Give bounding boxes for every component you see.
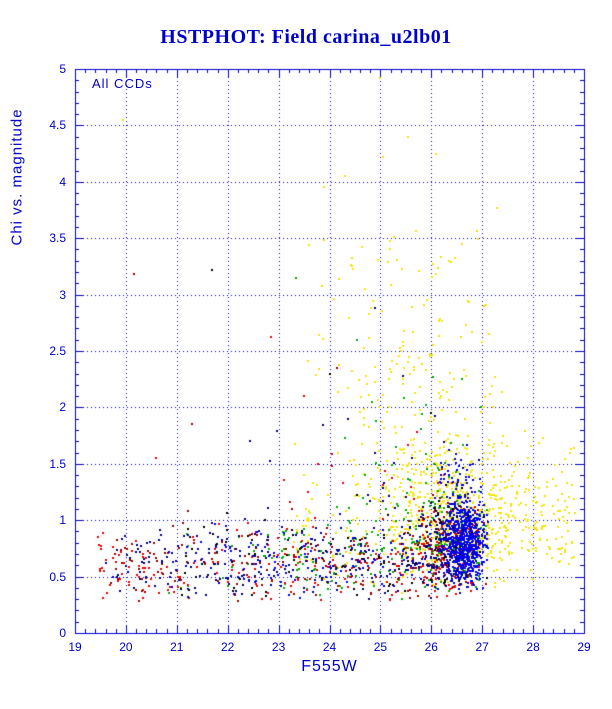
x-tick-label: 29 bbox=[577, 640, 591, 654]
x-tick-label: 25 bbox=[373, 640, 388, 654]
x-tick-label: 19 bbox=[68, 640, 82, 654]
x-tick-label: 23 bbox=[271, 640, 286, 654]
y-tick-label: 4.5 bbox=[49, 118, 66, 133]
x-tick-label: 27 bbox=[475, 640, 489, 654]
y-axis-label: Chi vs. magnitude bbox=[8, 108, 26, 246]
x-tick-label: 26 bbox=[424, 640, 438, 654]
y-tick-label: 3 bbox=[59, 287, 66, 302]
x-tick-label: 20 bbox=[119, 640, 133, 654]
chart-title: HSTPHOT: Field carina_u2lb01 bbox=[160, 26, 452, 48]
x-tick-label: 28 bbox=[526, 640, 540, 654]
y-tick-label: 0.5 bbox=[49, 569, 66, 584]
x-tick-label: 21 bbox=[170, 640, 184, 654]
x-axis-label: F555W bbox=[301, 658, 358, 675]
x-tick-label: 22 bbox=[221, 640, 235, 654]
y-tick-label: 2.5 bbox=[49, 344, 66, 358]
y-tick-label: 2 bbox=[59, 400, 66, 415]
y-tick-label: 5 bbox=[59, 62, 66, 76]
legend-annotation: All CCDs bbox=[92, 76, 153, 91]
x-tick-label: 24 bbox=[322, 640, 337, 654]
y-tick-label: 0 bbox=[59, 626, 66, 640]
y-tick-label: 1 bbox=[59, 513, 66, 528]
y-tick-label: 3.5 bbox=[49, 231, 66, 246]
y-tick-label: 1.5 bbox=[49, 456, 66, 471]
y-tick-label: 4 bbox=[59, 174, 66, 189]
